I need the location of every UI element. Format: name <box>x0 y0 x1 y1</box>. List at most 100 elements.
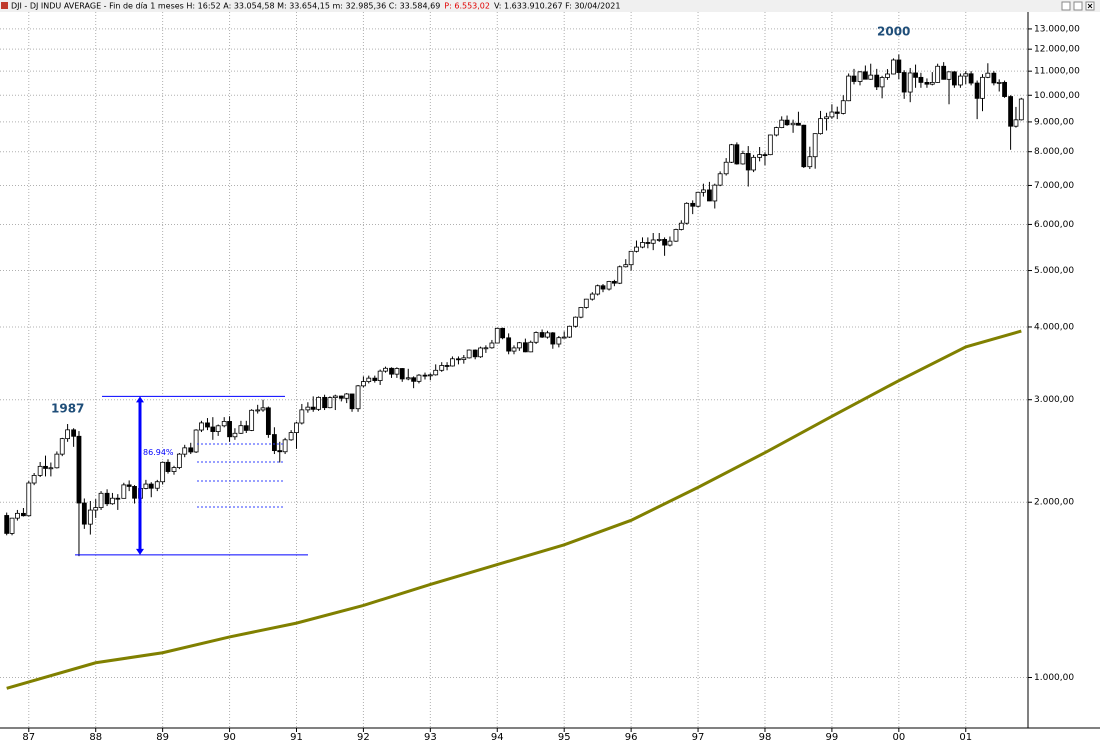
candle-body <box>277 450 283 453</box>
candle-body <box>556 337 562 345</box>
candle-body <box>640 242 645 248</box>
candle-body <box>210 426 216 432</box>
candle-body <box>762 154 768 157</box>
close-icon <box>1087 3 1093 9</box>
candle-body <box>489 342 495 349</box>
candle-body <box>483 347 489 350</box>
candle-body <box>399 368 405 380</box>
candle-body <box>801 124 807 168</box>
x-tick-label: 91 <box>290 732 303 742</box>
candle-body <box>238 425 244 434</box>
candle-body <box>1018 98 1024 121</box>
window-buttons[interactable] <box>1061 1 1095 11</box>
candle-body <box>227 421 232 438</box>
candle-body <box>600 285 606 290</box>
candle-body <box>171 467 177 472</box>
candle-body <box>958 75 963 86</box>
candle-body <box>589 293 595 300</box>
candle-body <box>779 119 785 128</box>
y-tick-label: 8.000,00 <box>1034 147 1074 157</box>
candle-body <box>427 374 433 377</box>
candle-body <box>456 358 461 361</box>
y-tick-label: 13.000,00 <box>1034 24 1080 34</box>
candle-body <box>394 368 400 375</box>
candle-body <box>383 367 388 372</box>
candle-body <box>494 327 500 344</box>
header-bar <box>0 0 1100 12</box>
candle-body <box>617 266 623 284</box>
candle-body <box>366 377 372 382</box>
candle-body <box>824 116 829 120</box>
maximize-button[interactable] <box>1073 1 1083 11</box>
candle-body <box>461 357 467 360</box>
y-tick-label: 6.000,00 <box>1034 220 1074 230</box>
candle-body <box>974 82 980 99</box>
candle-body <box>684 202 690 224</box>
candle-body <box>896 59 902 73</box>
candle-body <box>717 173 723 186</box>
candle-body <box>595 285 601 295</box>
candle-body <box>243 425 249 431</box>
x-tick-label: 99 <box>826 732 839 742</box>
candle-body <box>773 127 779 136</box>
candle-body <box>349 393 355 410</box>
candle-body <box>712 184 718 202</box>
candle-body <box>65 429 70 440</box>
candle-body <box>316 396 321 410</box>
candle-body <box>533 332 539 343</box>
candle-body <box>361 381 366 387</box>
candle-body <box>110 497 115 505</box>
arrow-head <box>136 548 144 555</box>
candle-body <box>26 482 32 517</box>
y-tick-label: 12.000,00 <box>1034 45 1080 55</box>
candle-body <box>874 74 880 88</box>
candle-body <box>991 72 997 84</box>
candle-body <box>650 239 656 244</box>
candle-body <box>389 367 394 375</box>
candle-body <box>578 307 584 318</box>
candle-body <box>767 134 773 156</box>
candle-body <box>199 422 204 431</box>
fib-levels <box>197 443 285 508</box>
y-tick-label: 3.000,00 <box>1034 395 1074 405</box>
candle-body <box>327 397 333 409</box>
candle-body <box>918 76 924 83</box>
candle-body <box>667 240 673 246</box>
candle-body <box>332 395 338 399</box>
candle-body <box>93 507 99 511</box>
candle-body <box>188 447 194 453</box>
candle-body <box>834 111 840 114</box>
candle-body <box>840 100 846 114</box>
candle-body <box>645 242 651 244</box>
x-tick-label: 93 <box>424 732 437 742</box>
candle-body <box>851 75 857 82</box>
candle-body <box>951 71 957 86</box>
candle-body <box>433 369 439 376</box>
x-tick-label: 01 <box>959 732 972 742</box>
candle-body <box>439 365 445 371</box>
candle-body <box>567 325 572 338</box>
header-change: P: 6.553,02 <box>444 2 490 11</box>
candle-body <box>450 358 455 367</box>
candle-body <box>561 336 567 339</box>
candle-body <box>37 465 43 476</box>
candle-body <box>985 72 991 78</box>
candle-body <box>862 71 868 80</box>
candle-body <box>829 111 835 118</box>
x-tick-label: 88 <box>89 732 102 742</box>
x-tick-label: 90 <box>223 732 236 742</box>
candle-body <box>907 72 913 93</box>
candle-body <box>634 246 639 252</box>
header-info: DJI - DJ INDU AVERAGE - Fin de día 1 mes… <box>11 2 440 11</box>
candle-body <box>506 337 512 352</box>
candle-body <box>796 122 801 126</box>
candle-body <box>857 71 863 82</box>
candle-body <box>305 406 311 411</box>
candle-body <box>148 483 154 489</box>
candle-body <box>31 474 37 484</box>
candle-body <box>288 432 294 441</box>
minimize-button[interactable] <box>1061 1 1071 11</box>
candle-body <box>205 422 210 428</box>
candle-body <box>606 281 612 290</box>
y-tick-label: 9.000,00 <box>1034 117 1074 127</box>
